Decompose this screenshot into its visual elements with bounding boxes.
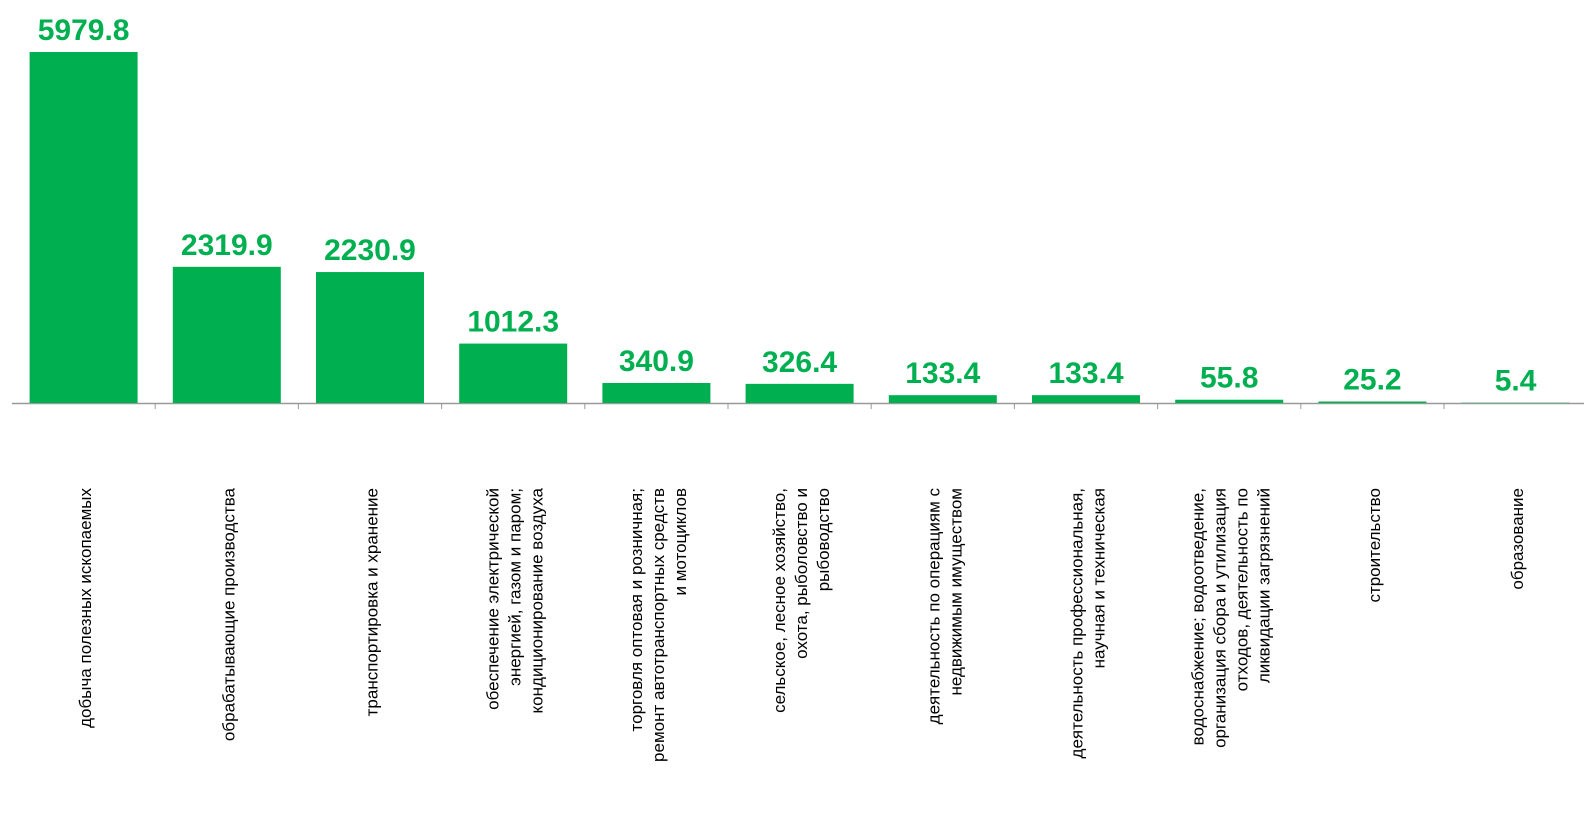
category-label: научная и техническая [1089,488,1108,668]
value-label: 133.4 [1048,357,1123,390]
bar [173,267,281,403]
value-label: 25.2 [1343,364,1401,397]
category-label: образование [1508,488,1527,590]
category-label: деятельность по операциям с [924,488,943,725]
value-label: 133.4 [905,357,980,390]
value-label: 5.4 [1495,365,1537,398]
category-label: торговля оптовая и розничная; [627,488,646,731]
category-label: сельское, лесное хозяйство, [770,488,789,713]
category-label: рыбоводство [814,488,833,591]
category-label: кондиционирование воздуха [528,487,547,713]
bar [459,344,567,403]
bar [889,395,997,403]
value-label: 2230.9 [324,234,416,267]
category-label: деятельность профессиональная, [1067,488,1086,758]
category-label: энергией, газом и паром; [506,488,525,686]
value-label: 2319.9 [181,229,273,262]
category-label: ликвидации загрязнений [1255,488,1274,683]
bar [1175,400,1283,403]
category-label: организация сбора и утилизация [1211,488,1230,748]
bar [602,383,710,403]
value-label: 340.9 [619,345,694,378]
category-label: обрабатывающие производства [219,487,238,741]
value-label: 5979.8 [38,14,130,47]
category-label: строительство [1365,488,1384,603]
bar [30,52,138,403]
category-label: добыча полезных ископаемых [76,488,95,728]
bar [1032,395,1140,403]
category-label: отходов, деятельность по [1233,488,1252,691]
category-label: транспортировка и хранение [362,488,381,716]
category-label: и мотоциклов [671,488,690,596]
bar [316,272,424,403]
category-label: недвижимым имуществом [946,488,965,696]
category-label: ремонт автотранспортных средств [649,488,668,762]
category-label: обеспечение электрической [484,488,503,710]
chart: 5979.8 добыча полезных ископаемых 2319.9 об… [0,0,1584,838]
bar [746,384,854,403]
value-label: 1012.3 [467,306,559,339]
category-label: водоснабжение; водоотведение, [1189,488,1208,745]
value-label: 326.4 [762,346,837,379]
category-label: охота, рыболовство и [792,488,811,659]
bar [1318,402,1426,403]
value-label: 55.8 [1200,362,1258,395]
